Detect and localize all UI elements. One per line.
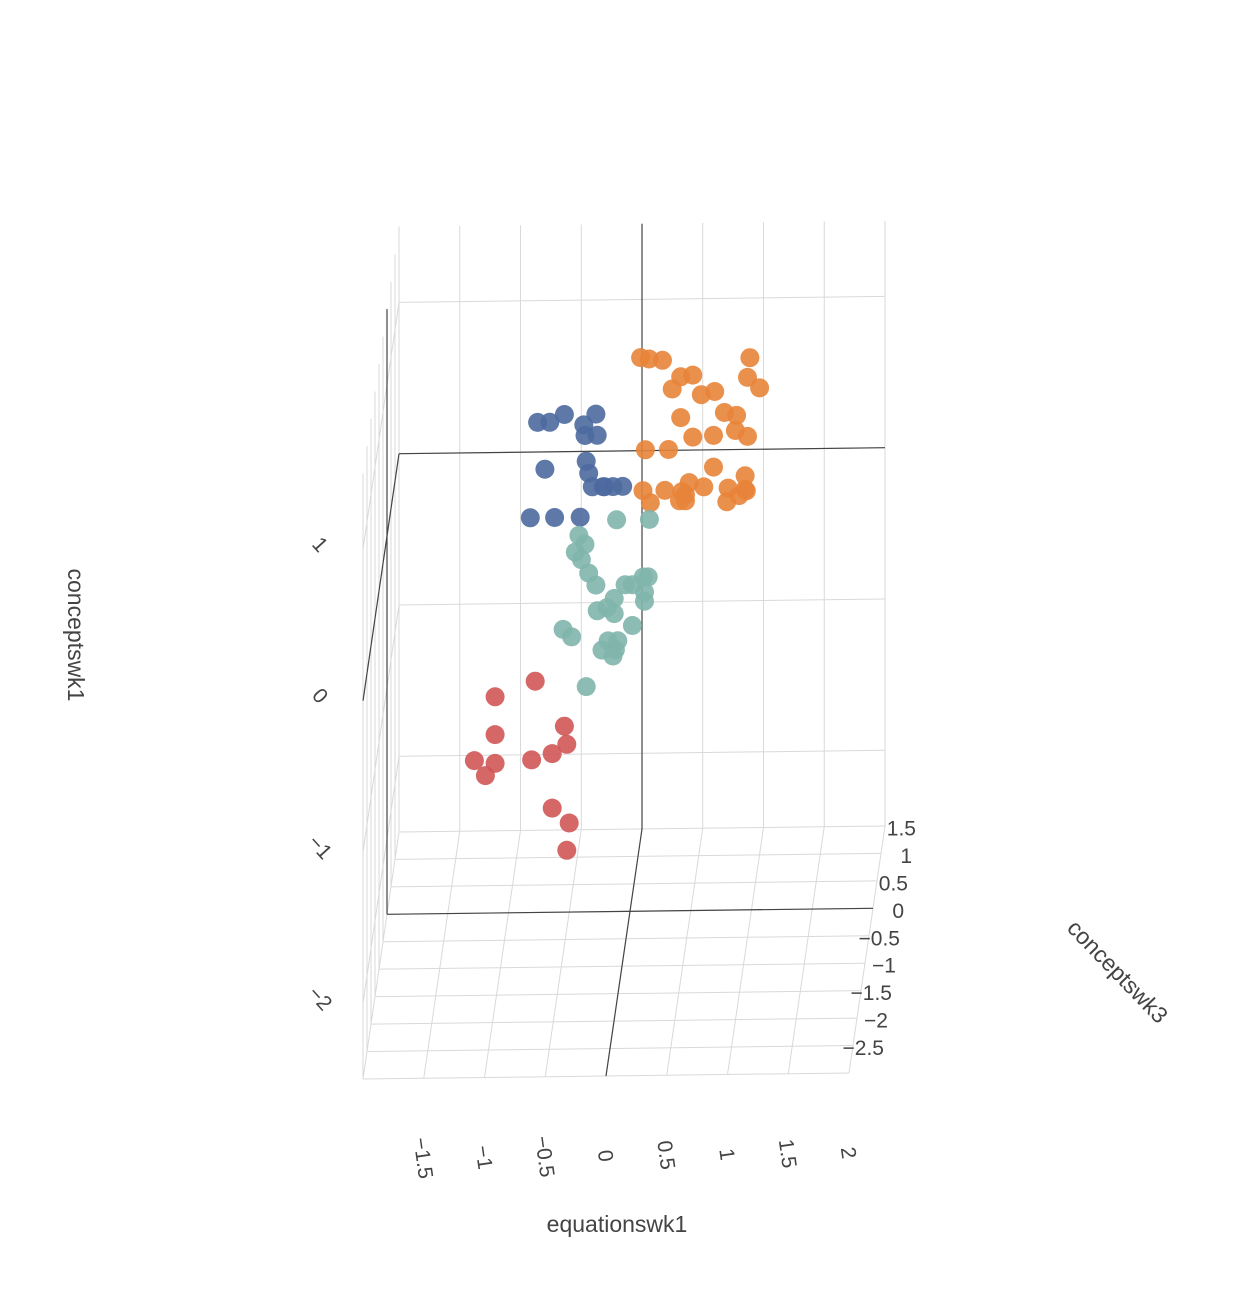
left-grid-line [362, 302, 400, 550]
data-point-series-3[interactable] [586, 575, 606, 595]
data-point-series-4[interactable] [464, 751, 484, 771]
floor-grid-line [848, 825, 886, 1074]
data-point-series-2[interactable] [718, 478, 738, 498]
data-point-series-1[interactable] [554, 405, 574, 424]
x-tick-label: −0.5 [530, 1134, 559, 1178]
x-axis-title: equationswk1 [547, 1211, 688, 1237]
data-point-series-3[interactable] [635, 591, 654, 611]
data-point-series-2[interactable] [704, 457, 723, 477]
z-tick-label: −2 [303, 982, 336, 1015]
x-tick-label: −1.5 [408, 1136, 437, 1180]
data-point-series-3[interactable] [607, 510, 627, 530]
data-point-series-1[interactable] [535, 459, 555, 479]
y-tick-label: 0.5 [879, 872, 908, 895]
data-point-series-2[interactable] [738, 426, 757, 446]
x-zero-line-floor [605, 828, 643, 1077]
y-tick-label: −1.5 [851, 982, 892, 1005]
data-point-series-3[interactable] [603, 646, 623, 666]
data-point-series-2[interactable] [635, 440, 655, 460]
floor-grid-line [362, 831, 400, 1080]
data-point-series-1[interactable] [545, 508, 565, 527]
data-point-series-2[interactable] [683, 365, 703, 385]
data-point-series-2[interactable] [655, 480, 675, 500]
x-tick-label: −1 [470, 1144, 496, 1171]
data-point-series-3[interactable] [622, 616, 642, 635]
data-point-series-4[interactable] [554, 716, 574, 736]
data-point-series-2[interactable] [640, 493, 660, 513]
x-tick-label: 1.5 [774, 1138, 801, 1170]
data-point-series-2[interactable] [671, 408, 691, 428]
data-point-series-1[interactable] [587, 425, 607, 445]
data-point-series-4[interactable] [559, 813, 579, 833]
data-point-series-3[interactable] [633, 567, 653, 587]
z-zero-line-left [362, 453, 400, 701]
data-point-series-1[interactable] [613, 476, 633, 496]
data-point-series-4[interactable] [542, 798, 562, 818]
x-tick-label: 0.5 [652, 1139, 679, 1171]
markers[interactable] [464, 348, 770, 860]
floor-grid-line [727, 827, 764, 1075]
y-axis-title: conceptswk3 [1062, 915, 1173, 1029]
data-point-series-2[interactable] [653, 350, 672, 370]
z-axis-title: conceptswk1 [63, 569, 89, 702]
x-tick-label: 1 [714, 1147, 738, 1162]
data-point-series-4[interactable] [542, 744, 562, 764]
data-point-series-2[interactable] [659, 440, 678, 459]
floor-grid-line [666, 828, 704, 1076]
data-point-series-1[interactable] [595, 477, 614, 497]
data-point-series-4[interactable] [485, 687, 505, 707]
y-zero-line-floor [386, 907, 874, 915]
y-tick-label: −2 [864, 1010, 888, 1033]
data-point-series-2[interactable] [676, 485, 695, 505]
z-tick-label: 0 [307, 684, 332, 708]
y-tick-label: 0 [892, 900, 904, 923]
data-point-series-2[interactable] [704, 425, 723, 445]
data-point-series-1[interactable] [586, 404, 606, 424]
y-tick-label: −0.5 [859, 927, 900, 950]
data-point-series-2[interactable] [705, 382, 725, 401]
data-point-series-2[interactable] [750, 378, 770, 398]
data-point-series-3[interactable] [604, 604, 624, 624]
data-point-series-2[interactable] [694, 477, 714, 497]
data-point-series-2[interactable] [683, 427, 703, 447]
floor-grid-line [544, 829, 582, 1077]
data-point-series-4[interactable] [475, 766, 495, 786]
data-point-series-2[interactable] [735, 479, 755, 499]
y-tick-label: −1 [872, 955, 896, 978]
data-point-series-3[interactable] [587, 601, 607, 621]
x-tick-label: 2 [836, 1145, 860, 1160]
floor-grid-line [787, 826, 825, 1074]
left-grid-line [362, 604, 400, 853]
left-grid-line [362, 756, 400, 1004]
data-point-series-3[interactable] [639, 509, 659, 529]
data-point-series-4[interactable] [525, 671, 545, 691]
data-point-series-4[interactable] [557, 734, 577, 754]
data-point-series-4[interactable] [485, 725, 505, 745]
data-point-series-4[interactable] [557, 840, 577, 860]
data-point-series-3[interactable] [562, 627, 582, 647]
floor-grid-line [484, 830, 521, 1078]
data-point-series-1[interactable] [540, 412, 560, 432]
data-point-series-1[interactable] [520, 508, 540, 528]
floor-grid-line [423, 831, 461, 1079]
y-tick-label: 1 [900, 845, 912, 868]
z-tick-label: −1 [303, 831, 336, 864]
data-point-series-2[interactable] [727, 405, 747, 425]
x-tick-label: 0 [593, 1148, 617, 1163]
data-point-series-1[interactable] [570, 507, 590, 527]
y-tick-label: −2.5 [843, 1037, 884, 1060]
y-tick-label: 1.5 [887, 817, 916, 840]
data-point-series-2[interactable] [735, 466, 755, 486]
data-point-series-3[interactable] [576, 677, 596, 697]
z-tick-label: 1 [307, 533, 332, 557]
data-point-series-2[interactable] [740, 348, 760, 368]
data-point-series-4[interactable] [522, 750, 542, 770]
data-point-series-2[interactable] [662, 379, 682, 399]
